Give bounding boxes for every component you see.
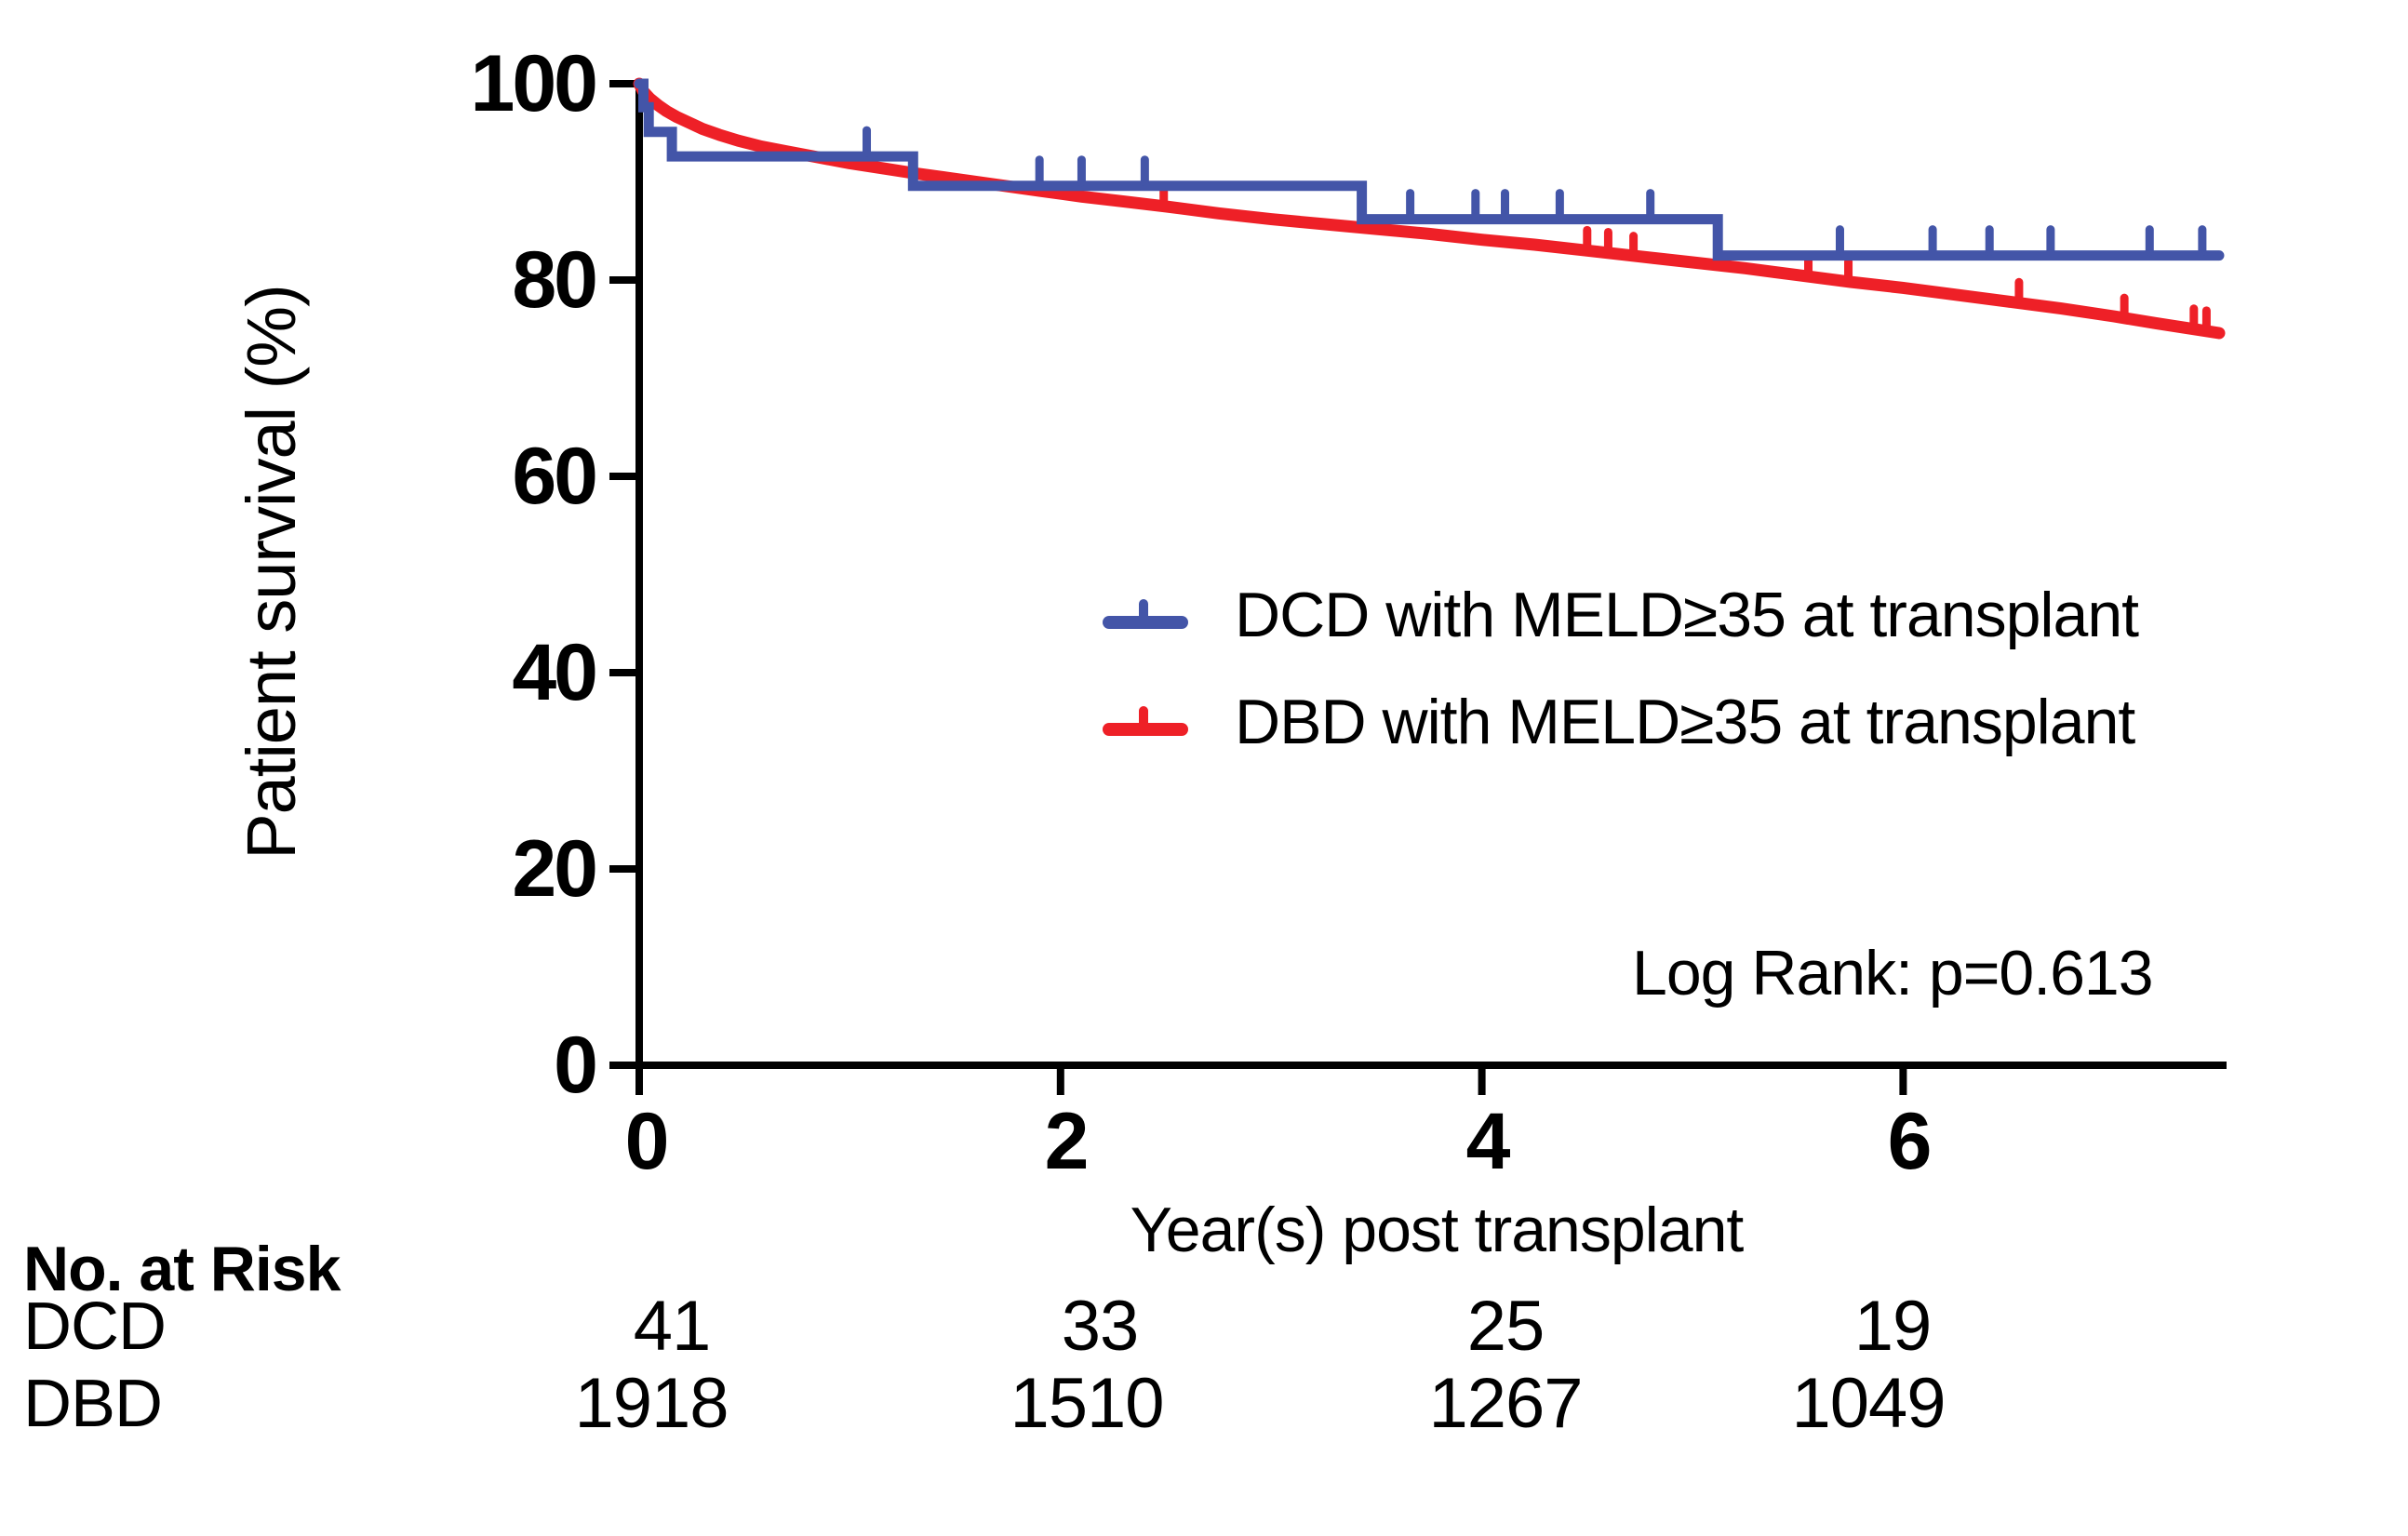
log-rank-annotation: Log Rank: p=0.613: [1632, 938, 2154, 1008]
risk-value: 33: [1061, 1287, 1140, 1366]
legend-label-dcd: DCD with MELD≥35 at transplant: [1235, 580, 2139, 650]
dbd-line-icon: [1103, 706, 1188, 736]
y-axis-title: Patient survival (%): [233, 285, 310, 860]
legend-item-dbd: DBD with MELD≥35 at transplant: [1101, 687, 2135, 757]
risk-value: 41: [633, 1287, 712, 1366]
y-tick-label: 20: [512, 824, 598, 914]
y-tick-label: 40: [512, 628, 598, 717]
x-tick-label: 4: [1465, 1097, 1511, 1186]
risk-row-label-dbd: DBD: [23, 1367, 163, 1441]
legend-label-dbd: DBD with MELD≥35 at transplant: [1235, 687, 2135, 757]
x-axis-title: Year(s) post transplant: [1130, 1195, 1745, 1265]
risk-value: 1510: [1010, 1364, 1164, 1443]
y-tick-label: 80: [512, 235, 598, 325]
dcd-line-icon: [1103, 599, 1188, 629]
y-tick-label: 0: [554, 1021, 598, 1110]
y-tick-label: 100: [470, 39, 599, 128]
x-tick-label: 2: [1044, 1097, 1090, 1186]
risk-row-label-dcd: DCD: [23, 1289, 167, 1364]
legend-item-dcd: DCD with MELD≥35 at transplant: [1101, 580, 2139, 650]
risk-value: 25: [1466, 1287, 1545, 1366]
risk-value: 19: [1853, 1287, 1933, 1366]
risk-table-title: No. at Risk: [23, 1234, 341, 1304]
risk-value: 1267: [1428, 1364, 1583, 1443]
risk-value: 1918: [574, 1364, 729, 1443]
x-tick-label: 6: [1887, 1097, 1933, 1186]
risk-value: 1049: [1791, 1364, 1946, 1443]
x-tick-label: 0: [624, 1097, 670, 1186]
y-tick-label: 60: [512, 432, 598, 521]
